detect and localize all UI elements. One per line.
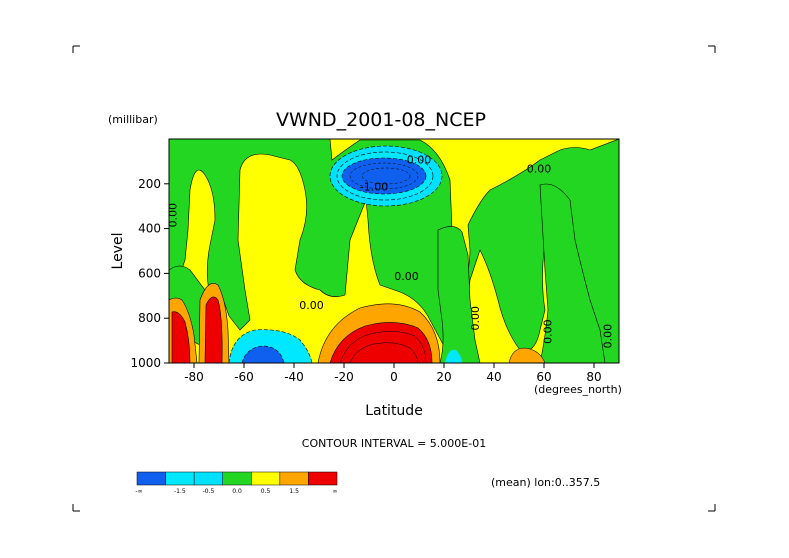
colorbar-swatch — [222, 471, 252, 486]
contour-label: 0.00 — [167, 203, 180, 228]
contour-red-2 — [349, 342, 419, 363]
x-tick-label: 80 — [586, 370, 601, 384]
contour-interval-text: CONTOUR INTERVAL = 5.000E-01 — [302, 437, 486, 450]
x-tick-label: -60 — [234, 370, 254, 384]
x-tick-label: 20 — [436, 370, 451, 384]
contour-label: -1.00 — [360, 181, 388, 194]
contour-blue-1 — [349, 162, 419, 190]
fill-blue-sfc — [241, 345, 285, 363]
x-axis: -80 -60 -40 -20 0 20 40 60 80 — [184, 363, 602, 384]
y-tick-label: 200 — [138, 177, 161, 191]
x-tick-label: -80 — [184, 370, 204, 384]
y-axis: 200 400 600 800 1000 — [130, 177, 169, 370]
contour-red-1 — [339, 331, 427, 363]
fill-cyan-small — [445, 349, 462, 363]
x-tick-label: 60 — [536, 370, 551, 384]
x-tick-label: -40 — [284, 370, 304, 384]
x-tick-label: -20 — [334, 370, 354, 384]
colorbar-label: ∞ — [333, 488, 338, 495]
fill-green-1 — [169, 139, 619, 363]
fill-red-east — [204, 296, 223, 363]
contour-label: 0.00 — [299, 299, 324, 312]
y-tick-label: 1000 — [130, 356, 161, 370]
x-tick-label: 40 — [486, 370, 501, 384]
contour-label: 0.00 — [527, 163, 552, 176]
y-tick-label: 600 — [138, 266, 161, 280]
fill-green-4 — [539, 183, 606, 363]
contour-fill-field: 0.00 0.00 -1.00 0.00 0.00 0.00 0.00 0.00 0.00 — [167, 139, 619, 363]
y-axis-label: Level — [110, 233, 126, 270]
colorbar-swatch — [136, 471, 166, 486]
mean-longitude-text: (mean) lon:0..357.5 — [491, 476, 600, 489]
contour-label: 0.00 — [469, 306, 482, 331]
colorbar-label: 0.5 — [261, 488, 271, 495]
fill-blue-core — [341, 157, 427, 195]
y-tick-label: 800 — [138, 311, 161, 325]
contour-labels: 0.00 0.00 -1.00 0.00 0.00 0.00 0.00 0.00 0.00 — [167, 154, 615, 349]
fill-orange-small — [508, 347, 546, 363]
colorbar-swatch — [193, 471, 223, 486]
crop-marks — [72, 45, 716, 512]
colorbar: -∞ -1.5 -0.5 0.0 0.5 1.5 ∞ — [135, 471, 338, 495]
colorbar-label: 0.0 — [232, 488, 242, 495]
colorbar-swatch — [279, 471, 309, 486]
x-units-label: (degrees_north) — [534, 383, 622, 396]
colorbar-swatch — [251, 471, 281, 486]
colorbar-label: -∞ — [135, 488, 142, 495]
contour-label: 0.00 — [602, 324, 615, 349]
contour-label: 0.00 — [394, 270, 419, 283]
y-tick-label: 400 — [138, 222, 161, 236]
contour-label: 0.00 — [542, 319, 555, 344]
colorbar-label: -1.5 — [174, 488, 186, 495]
x-axis-label: Latitude — [365, 403, 423, 419]
colorbar-swatch — [165, 471, 195, 486]
fill-red-west — [171, 311, 191, 363]
fill-green-3 — [437, 226, 481, 363]
colorbar-label: -0.5 — [203, 488, 215, 495]
colorbar-label: 1.5 — [289, 488, 299, 495]
colorbar-swatch — [308, 471, 338, 486]
contour-blue-2 — [361, 167, 411, 185]
x-tick-label: 0 — [390, 370, 398, 384]
y-units-label: (millibar) — [108, 113, 158, 126]
contour-label: 0.00 — [407, 154, 432, 167]
chart-title: VWND_2001-08_NCEP — [276, 109, 486, 131]
